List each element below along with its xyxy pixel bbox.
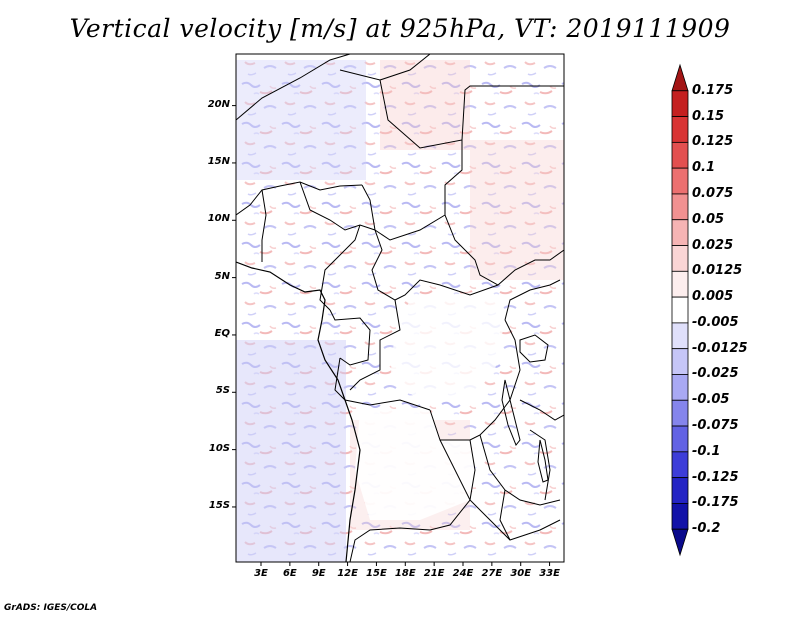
lake-tanganyika [501, 379, 521, 446]
lon-tick-label: 12E [337, 568, 358, 579]
red-region-east [470, 140, 564, 280]
lon-tick-label: 6E [282, 568, 297, 579]
colorbar-segment [671, 451, 689, 479]
blue-region-sahara [236, 60, 366, 180]
lon-tick-label: 33E [539, 568, 560, 579]
lat-tick-label: 5S [215, 385, 230, 397]
colorbar-segment [671, 219, 689, 246]
colorbar [671, 63, 689, 557]
map-frame [235, 53, 565, 563]
colorbar-segment [671, 503, 689, 530]
colorbar-tick-label: -0.05 [692, 392, 730, 408]
colorbar-tick-label: -0.175 [692, 495, 739, 511]
blue-region-west-ocean [236, 340, 346, 562]
colorbar-tick-label: -0.005 [692, 314, 739, 330]
colorbar-tick-label: -0.1 [692, 443, 721, 459]
colorbar-segment [671, 90, 689, 117]
colorbar-tick-label: 0.0125 [692, 263, 743, 279]
grads-credit: GrADS: IGES/COLA [4, 603, 98, 613]
colorbar-tick-label: 0.175 [692, 82, 734, 98]
red-region-north [380, 60, 470, 150]
colorbar-segment [671, 322, 689, 350]
lake-victoria [519, 334, 549, 363]
colorbar-segment [671, 374, 689, 401]
colorbar-tick-label: -0.125 [692, 469, 739, 485]
lon-tick-label: 15E [366, 568, 387, 579]
congo-calm-area [355, 410, 480, 520]
colorbar-segment [671, 193, 689, 221]
lon-tick-label: 30E [510, 568, 532, 579]
colorbar-tick-label: -0.0125 [692, 340, 748, 356]
colorbar-segment [671, 116, 689, 143]
lon-tick-label: 21E [423, 568, 445, 579]
lon-tick-label: 24E [452, 568, 474, 579]
colorbar-tick-label: 0.075 [692, 185, 734, 201]
colorbar-segment [671, 296, 689, 324]
colorbar-tick-label: 0.125 [692, 134, 734, 150]
lat-tick-label: EQ [214, 327, 230, 339]
colorbar-segment [671, 477, 689, 504]
coastline [236, 261, 361, 562]
colorbar-segment [671, 245, 689, 272]
lat-tick-label: 15N [207, 155, 230, 167]
colorbar-segment [671, 399, 689, 427]
country-borders [236, 54, 564, 562]
colorbar-segment [671, 63, 689, 92]
colorbar-segment [671, 348, 689, 375]
lon-tick-label: 27E [481, 568, 503, 579]
central-calm-area [390, 290, 505, 400]
colorbar-tick-label: 0.005 [692, 289, 734, 305]
lat-tick-label: 20N [207, 98, 230, 110]
lon-tick-label: 18E [394, 568, 416, 579]
lat-tick-label: 15S [208, 499, 230, 511]
lat-tick-label: 10S [208, 442, 230, 454]
lon-tick-label: 3E [254, 568, 268, 579]
colorbar-segment [671, 141, 689, 169]
colorbar-segment [671, 528, 689, 557]
colorbar-tick-label: 0.15 [692, 108, 725, 124]
colorbar-segment [671, 425, 689, 453]
colorbar-tick-label: 0.1 [692, 160, 716, 176]
colorbar-tick-label: 0.05 [692, 211, 725, 227]
colorbar-segment [671, 167, 689, 195]
lon-tick-label: 9E [311, 568, 326, 579]
lat-tick-label: 10N [207, 213, 230, 225]
colorbar-tick-label: 0.025 [692, 237, 734, 253]
colorbar-tick-label: -0.2 [692, 521, 721, 537]
lat-tick-label: 5N [214, 270, 230, 282]
colorbar-segment [671, 270, 689, 298]
lake-malawi [537, 439, 549, 483]
colorbar-tick-label: -0.075 [692, 418, 739, 434]
chart-title: Vertical velocity [m/s] at 925hPa, VT: 2… [69, 14, 731, 43]
colorbar-tick-label: -0.025 [692, 366, 739, 382]
